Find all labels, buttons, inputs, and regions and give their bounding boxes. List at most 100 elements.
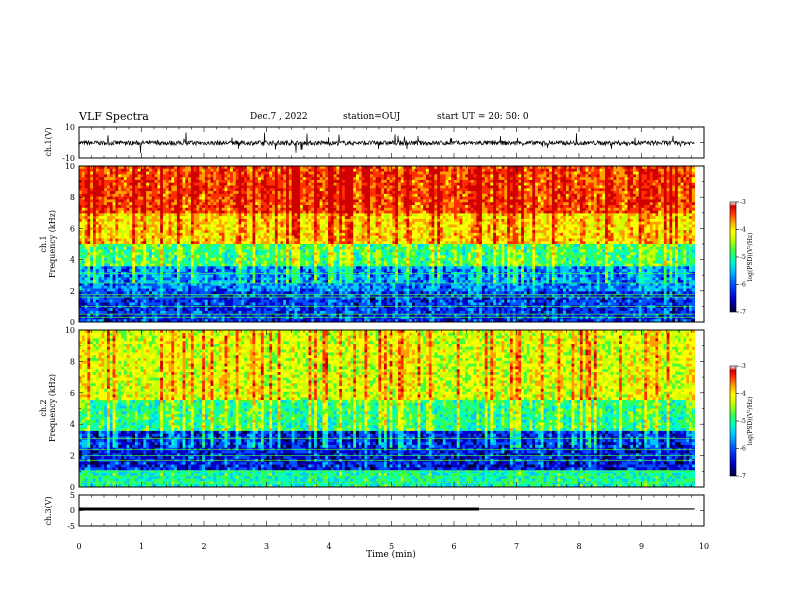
spectrogram-cell	[146, 182, 150, 186]
spectrogram-cell	[260, 207, 265, 211]
spectrogram-cell	[196, 207, 200, 211]
spectrogram-cell	[129, 185, 133, 189]
spectrogram-cell	[109, 202, 113, 206]
spectrogram-cell	[266, 241, 270, 245]
spectrogram-cell	[272, 252, 276, 256]
spectrogram-cell	[269, 171, 273, 175]
spectrogram-cell	[291, 207, 295, 211]
spectrogram-cell	[218, 216, 223, 220]
spectrogram-cell	[81, 244, 85, 248]
spectrogram-cell	[283, 235, 287, 239]
spectrogram-cell	[227, 224, 231, 228]
spectrogram-cell	[305, 291, 309, 295]
spectrogram-cell	[129, 257, 133, 262]
spectrogram-cell	[218, 313, 223, 317]
spectrogram-cell	[140, 255, 144, 259]
spectrogram-cell	[129, 193, 133, 198]
spectrogram-cell	[280, 283, 284, 287]
spectrogram-cell	[286, 308, 290, 312]
spectrogram-cell	[134, 238, 139, 242]
spectrogram-cell	[232, 216, 237, 220]
spectrogram-cell	[227, 221, 231, 225]
spectrogram-cell	[190, 205, 195, 209]
spectrogram-cell	[260, 205, 265, 209]
spectrogram-cell	[174, 310, 178, 315]
spectrogram-cell	[95, 205, 99, 209]
spectrogram-cell	[274, 210, 279, 214]
spectrogram-cell	[224, 232, 228, 237]
spectrogram-cell	[311, 235, 315, 239]
spectrogram-cell	[218, 188, 223, 192]
spectrogram-cell	[162, 191, 167, 195]
spectrogram-cell	[132, 305, 136, 309]
spectrogram-cell	[286, 299, 290, 303]
spectrogram-cell	[84, 269, 88, 273]
spectrogram-cell	[249, 179, 253, 184]
spectrogram-cell	[104, 179, 108, 184]
spectrogram-cell	[182, 230, 186, 234]
spectrogram-cell	[146, 313, 150, 317]
spectrogram-cell	[280, 221, 284, 225]
spectrogram-cell	[216, 177, 220, 181]
spectrogram-cell	[98, 291, 102, 295]
spectrogram-cell	[109, 179, 113, 184]
spectrogram-cell	[221, 207, 225, 211]
spectrogram-cell	[92, 168, 97, 172]
spectrogram-cell	[90, 171, 94, 175]
spectrogram-cell	[277, 296, 281, 301]
spectrogram-cell	[269, 210, 273, 214]
spectrogram-cell	[277, 171, 281, 175]
spectrogram-cell	[185, 277, 189, 281]
spectrogram-cell	[230, 299, 234, 303]
spectrogram-cell	[79, 288, 83, 292]
spectrogram-cell	[171, 241, 175, 245]
spectrogram-cell	[286, 199, 290, 203]
spectrogram-cell	[269, 263, 273, 267]
spectrogram-cell	[157, 174, 161, 178]
spectrogram-cell	[224, 235, 228, 239]
spectrogram-cell	[246, 310, 251, 315]
spectrogram-cell	[148, 166, 153, 170]
spectrogram-cell	[134, 277, 139, 281]
spectrogram-cell	[230, 308, 234, 312]
spectrogram-cell	[132, 216, 136, 220]
ch1-waveform-line	[78, 132, 695, 154]
spectrogram-cell	[274, 269, 279, 273]
spectrogram-cell	[272, 308, 276, 312]
spectrogram-cell	[165, 199, 169, 203]
spectrogram-cell	[202, 213, 206, 217]
spectrogram-cell	[269, 285, 273, 289]
spectrogram-cell	[120, 319, 125, 323]
spectrogram-cell	[272, 241, 276, 245]
spectrogram-cell	[95, 216, 99, 220]
spectrogram-cell	[134, 216, 139, 220]
spectrogram-cell	[291, 232, 295, 237]
spectrogram-cell	[207, 291, 211, 295]
spectrogram-cell	[109, 224, 113, 228]
spectrogram-cell	[106, 185, 111, 189]
spectrogram-cell	[235, 244, 239, 248]
spectrogram-cell	[151, 174, 155, 178]
spectrogram-cell	[263, 221, 267, 225]
spectrogram-cell	[196, 179, 200, 184]
spectrogram-cell	[104, 188, 108, 192]
spectrogram-cell	[291, 308, 295, 312]
spectrogram-cell	[154, 232, 158, 237]
spectrogram-cell	[319, 263, 323, 267]
spectrogram-cell	[106, 191, 111, 195]
spectrogram-cell	[81, 277, 85, 281]
spectrogram-cell	[269, 185, 273, 189]
spectrogram-cell	[171, 174, 175, 178]
spectrogram-cell	[227, 285, 231, 289]
spectrogram-cell	[227, 202, 231, 206]
spectrogram-cell	[146, 171, 150, 175]
spectrogram-cell	[305, 280, 309, 284]
spectrogram-cell	[224, 179, 228, 184]
spectrogram-cell	[176, 210, 181, 214]
spectrogram-cell	[134, 232, 139, 237]
spectrogram-cell	[112, 241, 116, 245]
spectrogram-cell	[137, 283, 141, 287]
spectrogram-cell	[272, 291, 276, 295]
spectrogram-cell	[98, 249, 102, 253]
spectrogram-cell	[202, 188, 206, 192]
